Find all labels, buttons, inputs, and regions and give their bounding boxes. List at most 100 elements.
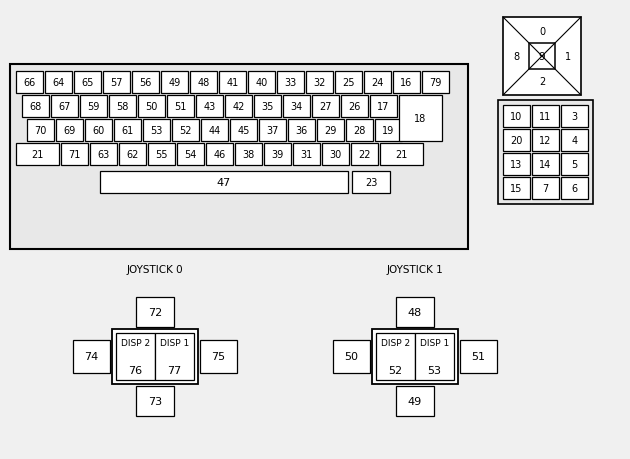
Text: 54: 54	[185, 150, 197, 160]
Bar	[109, 96, 136, 118]
Bar	[119, 144, 146, 166]
Bar	[422, 72, 449, 94]
Bar	[172, 120, 199, 142]
Bar	[248, 72, 275, 94]
Text: 47: 47	[217, 178, 231, 188]
Text: 6: 6	[571, 184, 578, 194]
Text: 41: 41	[226, 78, 239, 88]
Text: 66: 66	[23, 78, 36, 88]
Bar	[376, 333, 415, 380]
Text: 50: 50	[146, 102, 158, 112]
Text: DISP 1: DISP 1	[160, 339, 189, 348]
Bar	[396, 386, 434, 416]
Text: 22: 22	[358, 150, 370, 160]
Bar	[306, 72, 333, 94]
Text: 52: 52	[389, 365, 403, 375]
Bar	[529, 44, 555, 70]
Text: 40: 40	[255, 78, 268, 88]
Text: 19: 19	[382, 126, 394, 136]
Text: 38: 38	[243, 150, 255, 160]
Text: 15: 15	[510, 184, 523, 194]
Bar	[138, 96, 165, 118]
Bar	[100, 172, 348, 194]
Text: 48: 48	[408, 308, 422, 317]
Bar	[51, 96, 78, 118]
Bar	[190, 72, 217, 94]
Text: 77: 77	[168, 365, 181, 375]
Bar	[277, 72, 304, 94]
Text: 20: 20	[510, 136, 523, 146]
Bar	[56, 120, 83, 142]
Text: JOYSTICK 0: JOYSTICK 0	[127, 264, 183, 274]
Text: 23: 23	[365, 178, 377, 188]
Text: 53: 53	[151, 126, 163, 136]
Bar	[460, 340, 497, 373]
Text: 2: 2	[539, 77, 545, 86]
Bar	[393, 72, 420, 94]
Text: 65: 65	[81, 78, 94, 88]
Bar	[364, 72, 391, 94]
Bar	[532, 178, 559, 200]
Bar	[200, 340, 237, 373]
Bar	[333, 340, 370, 373]
Bar	[22, 96, 49, 118]
Bar	[196, 96, 223, 118]
Text: 36: 36	[295, 126, 307, 136]
Text: 48: 48	[197, 78, 210, 88]
Bar	[312, 96, 339, 118]
Text: 46: 46	[214, 150, 226, 160]
Text: JOYSTICK 1: JOYSTICK 1	[387, 264, 444, 274]
Text: 13: 13	[510, 160, 523, 170]
Bar	[375, 120, 402, 142]
Text: 12: 12	[539, 136, 552, 146]
Text: 70: 70	[34, 126, 47, 136]
Text: 55: 55	[155, 150, 168, 160]
Bar	[532, 154, 559, 176]
Text: 67: 67	[59, 102, 71, 112]
Text: 18: 18	[415, 114, 427, 124]
Bar	[259, 120, 286, 142]
Bar	[161, 72, 188, 94]
Bar	[235, 144, 262, 166]
Text: 21: 21	[395, 150, 408, 160]
Text: 73: 73	[148, 396, 162, 406]
Text: 33: 33	[284, 78, 297, 88]
Text: 0: 0	[539, 27, 545, 37]
Text: 16: 16	[401, 78, 413, 88]
Text: 49: 49	[168, 78, 181, 88]
Bar	[225, 96, 252, 118]
Bar	[73, 340, 110, 373]
Text: 79: 79	[429, 78, 442, 88]
Text: 26: 26	[348, 102, 361, 112]
Bar	[136, 297, 174, 327]
Bar	[219, 72, 246, 94]
Text: 7: 7	[542, 184, 549, 194]
Bar	[288, 120, 315, 142]
Text: 11: 11	[539, 112, 552, 122]
Text: 3: 3	[571, 112, 578, 122]
Bar	[264, 144, 291, 166]
Bar	[206, 144, 233, 166]
Text: 71: 71	[68, 150, 81, 160]
Bar	[85, 120, 112, 142]
Bar	[561, 154, 588, 176]
Bar	[503, 178, 530, 200]
Bar	[61, 144, 88, 166]
Bar	[112, 329, 198, 384]
Bar	[396, 297, 434, 327]
Text: 74: 74	[84, 352, 99, 362]
Text: 56: 56	[139, 78, 152, 88]
Bar	[103, 72, 130, 94]
Bar	[503, 130, 530, 151]
Text: 30: 30	[329, 150, 341, 160]
Text: 58: 58	[117, 102, 129, 112]
Text: DISP 2: DISP 2	[121, 339, 150, 348]
Text: 76: 76	[129, 365, 142, 375]
Bar	[16, 72, 43, 94]
Bar	[10, 65, 468, 249]
Bar	[114, 120, 141, 142]
Text: 59: 59	[88, 102, 100, 112]
Bar	[293, 144, 320, 166]
Text: 63: 63	[98, 150, 110, 160]
Bar	[380, 144, 423, 166]
